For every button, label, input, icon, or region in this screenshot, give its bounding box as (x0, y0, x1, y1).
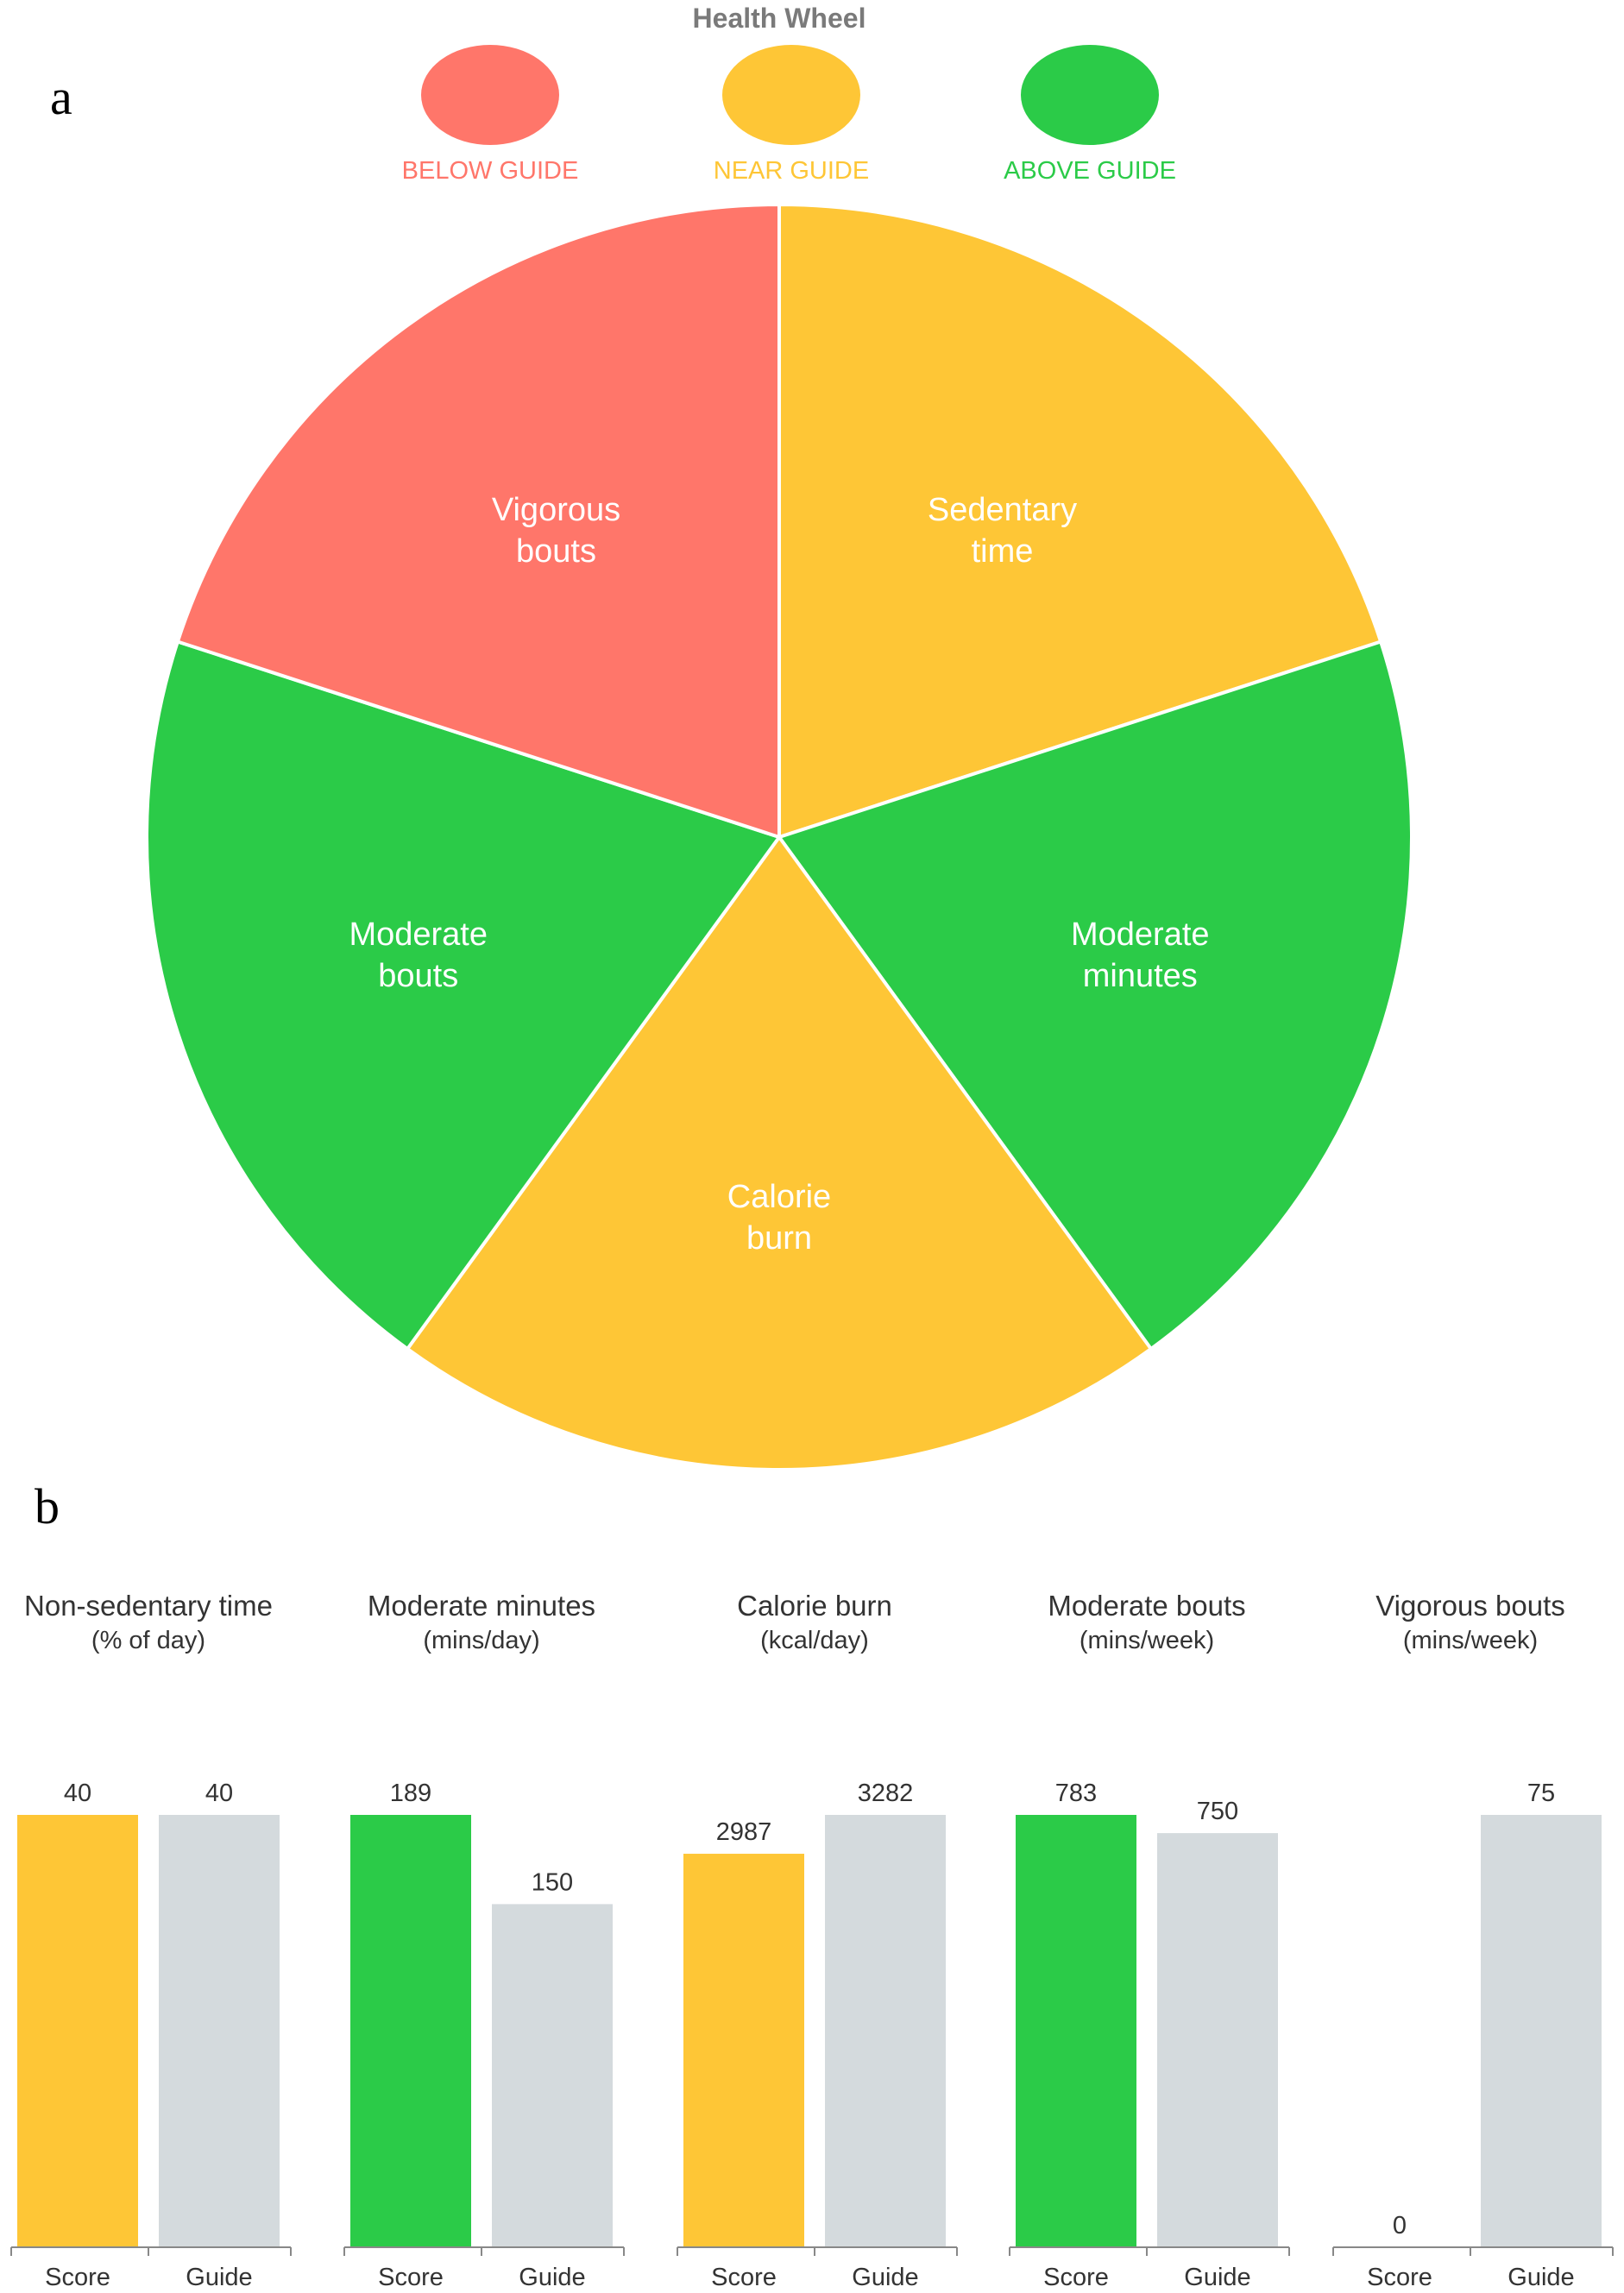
guide-bar (492, 1904, 613, 2247)
bar-panel-title: Calorie burn (737, 1590, 892, 1622)
x-tick-label-score: Score (45, 2264, 110, 2291)
score-value-label: 189 (390, 1780, 431, 1807)
bar-panel-unit: (kcal/day) (760, 1627, 869, 1654)
panel-b-letter: b (35, 1478, 60, 1534)
legend-swatch-above-guide (1021, 45, 1159, 145)
x-tick-label-score: Score (1043, 2264, 1109, 2291)
bar-panel-title: Moderate minutes (368, 1590, 595, 1622)
guide-value-label: 3282 (858, 1780, 914, 1807)
score-value-label: 40 (64, 1780, 91, 1807)
x-tick-label-score: Score (711, 2264, 777, 2291)
score-value-label: 2987 (716, 1818, 772, 1846)
guide-value-label: 75 (1527, 1780, 1555, 1807)
wheel-slices (145, 202, 1413, 1471)
legend-swatch-below-guide (421, 45, 559, 145)
wheel-title: Health Wheel (693, 3, 866, 34)
slice-sedentary-time (777, 202, 1383, 840)
legend-label-above-guide: ABOVE GUIDE (1004, 157, 1176, 185)
slice-label-sedentary-time: Sedentary time (928, 492, 1077, 570)
score-bar (350, 1815, 471, 2247)
slice-label-moderate-bouts: Moderate bouts (349, 917, 488, 994)
bar-panel-unit: (% of day) (91, 1627, 205, 1654)
x-tick-label-score: Score (1367, 2264, 1432, 2291)
bar-panel-moderate-minutes: Moderate minutes (mins/day) 189 150 Score Gui… (343, 1590, 625, 2291)
panel-a-letter: a (50, 69, 72, 125)
bar-panel-title: Vigorous bouts (1375, 1590, 1565, 1622)
x-tick-label-guide: Guide (852, 2264, 918, 2291)
score-bar (683, 1854, 804, 2247)
x-tick-label-guide: Guide (1508, 2264, 1574, 2291)
slice-label-calorie-burn: Calorie burn (727, 1179, 831, 1257)
bar-panel-unit: (mins/week) (1403, 1627, 1538, 1654)
bar-panels: Non-sedentary time (% of day) 40 40 Score Gui… (10, 1590, 1614, 2291)
legend-swatch-near-guide (722, 45, 860, 145)
bar-panel-title: Non-sedentary time (24, 1590, 273, 1622)
legend-label-near-guide: NEAR GUIDE (714, 157, 869, 185)
score-value-label: 783 (1055, 1780, 1097, 1807)
slice-vigorous-bouts (175, 202, 781, 840)
guide-bar (159, 1815, 280, 2247)
bar-panel-moderate-bouts: Moderate bouts (mins/week) 783 750 Score Guid… (1009, 1590, 1290, 2291)
bar-panel-non-sedentary-time: Non-sedentary time (% of day) 40 40 Score Gui… (10, 1590, 292, 2291)
health-wheel: Health Wheel BELOW GUIDE NEAR GUIDE ABOVE … (145, 3, 1413, 1471)
bar-panel-title: Moderate bouts (1048, 1590, 1245, 1622)
x-tick-label-guide: Guide (519, 2264, 585, 2291)
x-tick-label-score: Score (378, 2264, 444, 2291)
slice-moderate-minutes (776, 639, 1413, 1351)
bar-panel-unit: (mins/week) (1080, 1627, 1214, 1654)
guide-bar (825, 1815, 946, 2247)
bar-panel-unit: (mins/day) (423, 1627, 539, 1654)
guide-value-label: 150 (532, 1868, 573, 1896)
wheel-legend: BELOW GUIDE NEAR GUIDE ABOVE GUIDE (402, 45, 1176, 185)
wheel-slice-labels: Sedentary time Moderate minutes Calorie burn M… (349, 492, 1209, 1257)
slice-calorie-burn (405, 834, 1154, 1471)
x-tick-label-guide: Guide (186, 2264, 252, 2291)
x-tick-label-guide: Guide (1184, 2264, 1250, 2291)
guide-bar (1157, 1833, 1278, 2247)
score-bar (17, 1815, 138, 2247)
score-bar (1016, 1815, 1136, 2247)
legend-label-below-guide: BELOW GUIDE (402, 157, 579, 185)
guide-bar (1481, 1815, 1602, 2247)
bar-panel-vigorous-bouts: Vigorous bouts (mins/week) 0 75 Score Guide (1332, 1590, 1614, 2291)
slice-moderate-bouts (145, 639, 783, 1351)
bar-panel-calorie-burn: Calorie burn (kcal/day) 2987 3282 Score Guide (677, 1590, 958, 2291)
guide-value-label: 40 (205, 1780, 233, 1807)
score-value-label: 0 (1393, 2212, 1407, 2239)
guide-value-label: 750 (1197, 1798, 1238, 1825)
slice-label-moderate-minutes: Moderate minutes (1071, 917, 1210, 994)
slice-label-vigorous-bouts: Vigorous bouts (492, 492, 620, 570)
